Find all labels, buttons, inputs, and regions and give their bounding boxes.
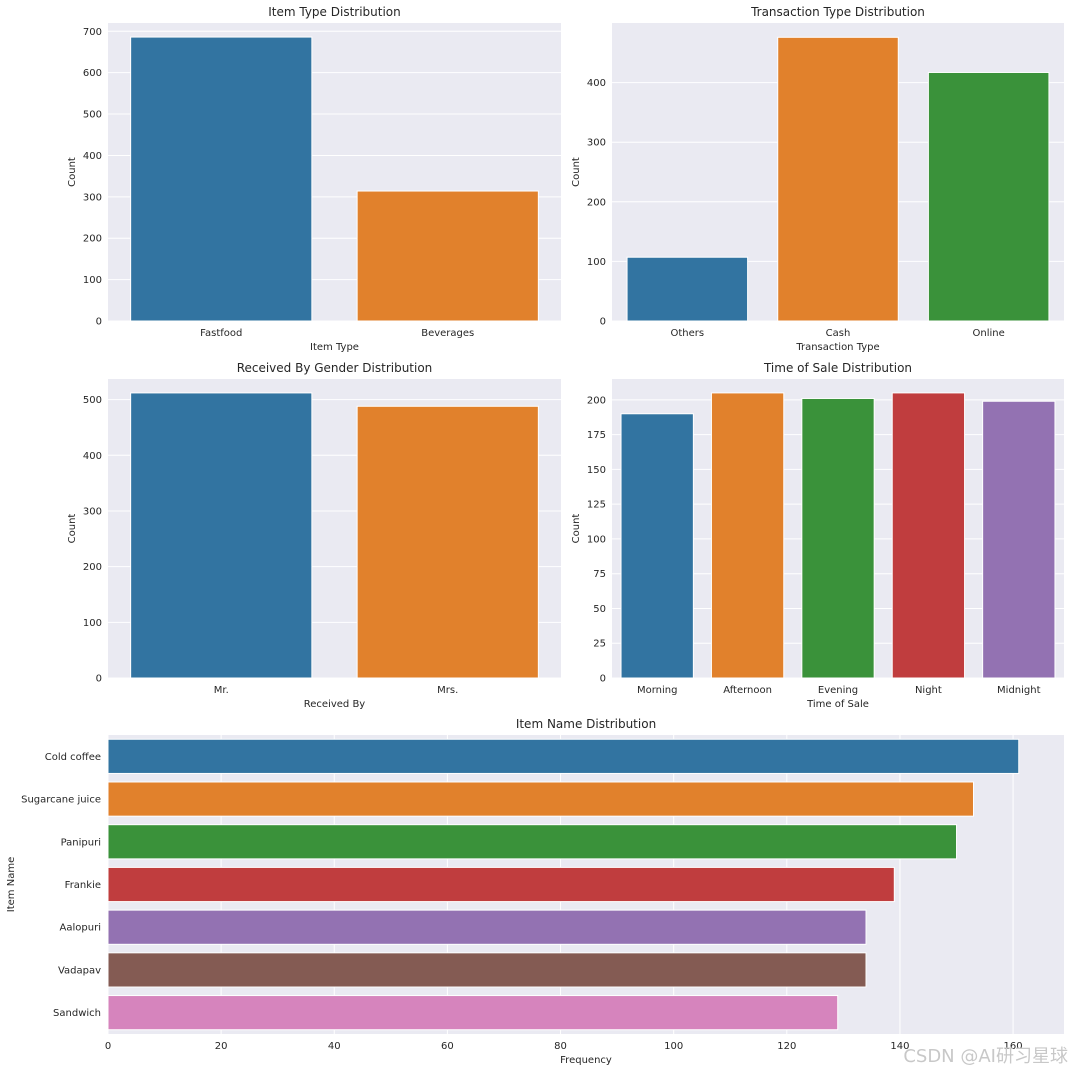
x-tick-label: 160 [1004,1041,1023,1052]
y-tick-label: 500 [83,110,102,121]
y-tick-label: Aalopuri [60,923,101,934]
bar-online [927,71,1050,322]
bar-beverages [356,190,539,322]
bar-cold-coffee [107,738,1020,774]
chart-title: Item Type Distribution [268,5,401,19]
bar-vadapav [107,952,867,988]
y-tick-label: Vadapav [58,965,101,976]
x-tick-label: 80 [554,1041,567,1052]
bar-frankie [107,866,895,903]
chart-title: Item Name Distribution [516,717,656,731]
y-axis-label: Count [67,157,78,187]
bar-cash [777,36,899,322]
x-tick-label: Others [671,328,705,339]
x-tick-label: 20 [215,1041,228,1052]
x-tick-label: Cash [826,328,851,339]
y-tick-label: Sandwich [53,1008,101,1019]
bar-midnight [982,400,1056,679]
x-tick-label: 40 [328,1041,341,1052]
y-tick-label: 150 [587,465,606,476]
watermark-text: CSDN @AI研习星球 [903,1046,1068,1067]
y-tick-label: 200 [83,562,102,573]
y-tick-label: 600 [83,68,102,79]
bar-mr [130,392,313,679]
bar-evening [801,397,875,679]
y-tick-label: 0 [96,317,102,328]
y-tick-label: 100 [587,257,606,268]
y-tick-label: Frankie [65,880,101,891]
chart-title: Time of Sale Distribution [763,361,912,375]
y-axis-label: Count [571,157,582,187]
y-tick-label: 0 [600,674,606,685]
y-tick-label: Cold coffee [45,752,101,763]
transaction-type-chart: 0 100 200 300 400 Others Cash Online Transaction… [571,5,1064,353]
x-axis-label: Item Type [310,342,359,353]
y-axis-label: Count [67,514,78,544]
y-axis-label: Item Name [6,857,17,912]
y-tick-label: 300 [83,506,102,517]
y-tick-label: 300 [587,138,606,149]
x-tick-label: Mr. [214,685,229,696]
y-tick-label: 50 [593,604,606,615]
y-tick-label: 0 [600,317,606,328]
x-axis-label: Frequency [560,1055,612,1066]
y-tick-label: 300 [83,192,102,203]
time-of-sale-chart: 0 25 50 75 100 125 150 175 200 Morning Afternoon Ev… [571,361,1064,710]
bar-sugarcane-juice [107,781,974,817]
bar-mrs [356,405,539,679]
y-tick-label: 700 [83,27,102,38]
x-tick-label: Mrs. [437,685,458,696]
bar-panipuri [107,824,958,860]
y-axis-label: Count [571,514,582,544]
x-tick-label: 140 [890,1041,909,1052]
bar-fastfood [130,36,313,322]
x-axis-label: Transaction Type [795,342,879,353]
x-axis-label: Time of Sale [806,699,869,710]
x-axis-label: Received By [304,699,366,710]
x-tick-label: Afternoon [723,685,772,696]
y-tick-label: 0 [96,674,102,685]
x-tick-label: Morning [637,685,677,696]
x-tick-label: Evening [818,685,858,696]
y-tick-label: 175 [587,430,606,441]
y-tick-label: 200 [587,395,606,406]
x-tick-label: 60 [441,1041,454,1052]
bar-aalopuri [107,909,867,945]
y-tick-label: 25 [593,639,606,650]
x-tick-label: Night [915,685,942,696]
y-tick-label: Panipuri [61,837,101,848]
chart-title: Received By Gender Distribution [237,361,433,375]
y-tick-label: 100 [587,534,606,545]
bar-afternoon [710,392,785,679]
y-tick-label: 400 [83,151,102,162]
y-tick-label: 75 [593,569,606,580]
y-tick-label: 200 [83,234,102,245]
y-tick-label: 125 [587,500,606,511]
bar-morning [620,413,694,679]
item-type-chart: 0 100 200 300 400 500 600 700 Fastfood Beverages I… [67,5,561,353]
y-tick-label: 500 [83,395,102,406]
bar-sandwich [107,995,839,1031]
y-tick-label: 100 [83,275,102,286]
y-tick-label: 100 [83,618,102,629]
y-tick-label: Sugarcane juice [21,795,101,806]
bar-night [891,392,966,679]
y-tick-label: 200 [587,197,606,208]
x-tick-label: Fastfood [200,328,242,339]
x-tick-label: 0 [105,1041,111,1052]
chart-title: Transaction Type Distribution [750,5,925,19]
received-by-gender-chart: 0 100 200 300 400 500 Mr. Mrs. Received By Gende… [67,361,561,710]
y-tick-label: 400 [587,78,606,89]
bar-others [626,256,749,322]
y-tick-label: 400 [83,451,102,462]
x-tick-label: 120 [777,1041,796,1052]
x-tick-label: Online [973,328,1005,339]
x-tick-label: Beverages [421,328,474,339]
x-tick-label: 100 [664,1041,683,1052]
x-tick-label: Midnight [997,685,1041,696]
item-name-chart: 0 20 40 60 80 100 120 140 160 Cold coffee Sugarcan… [6,717,1064,1066]
